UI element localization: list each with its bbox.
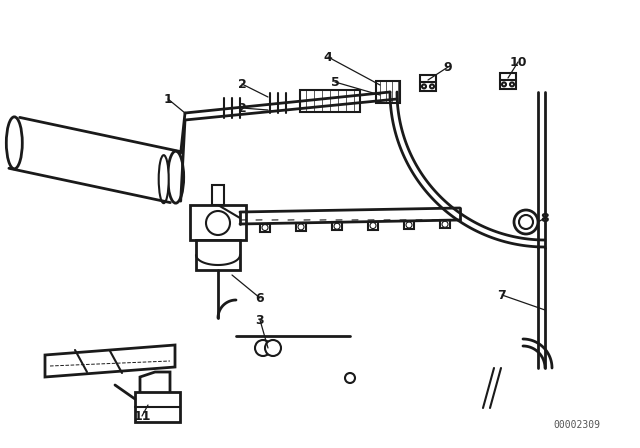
Text: 2: 2 (237, 78, 246, 90)
Circle shape (519, 215, 533, 229)
Circle shape (334, 223, 340, 229)
Text: 6: 6 (256, 292, 264, 305)
Bar (196, 240, 240, 270)
Circle shape (262, 224, 268, 231)
Circle shape (430, 84, 434, 88)
Ellipse shape (6, 117, 22, 169)
Circle shape (345, 373, 355, 383)
Polygon shape (45, 345, 175, 377)
FancyBboxPatch shape (376, 81, 400, 103)
Text: 3: 3 (256, 314, 264, 327)
Bar (500, 73, 516, 89)
Circle shape (255, 340, 271, 356)
Text: 7: 7 (498, 289, 506, 302)
Circle shape (442, 221, 448, 227)
Circle shape (514, 210, 538, 234)
Text: 00002309: 00002309 (553, 420, 600, 430)
FancyBboxPatch shape (300, 90, 360, 112)
Bar (212, 185, 224, 205)
Bar (368, 222, 378, 229)
Circle shape (298, 224, 304, 230)
Bar (135, 392, 180, 422)
Circle shape (406, 222, 412, 228)
Circle shape (370, 223, 376, 228)
Circle shape (206, 211, 230, 235)
Text: 11: 11 (133, 409, 151, 422)
Text: 10: 10 (509, 56, 527, 69)
Ellipse shape (168, 151, 184, 203)
Polygon shape (140, 372, 170, 402)
Text: 1: 1 (164, 92, 172, 105)
Bar (420, 75, 436, 91)
Bar (440, 220, 450, 228)
Bar (190, 205, 246, 240)
Ellipse shape (159, 155, 169, 203)
Circle shape (502, 82, 506, 86)
Text: 4: 4 (324, 51, 332, 64)
Text: 5: 5 (331, 76, 339, 89)
Text: 8: 8 (541, 211, 549, 224)
Circle shape (422, 84, 426, 88)
Bar (260, 224, 270, 232)
Bar (332, 222, 342, 230)
Text: 9: 9 (444, 60, 452, 73)
Bar (404, 221, 414, 229)
Circle shape (510, 82, 514, 86)
Text: 2: 2 (237, 102, 246, 115)
Circle shape (265, 340, 281, 356)
Bar (296, 223, 306, 231)
